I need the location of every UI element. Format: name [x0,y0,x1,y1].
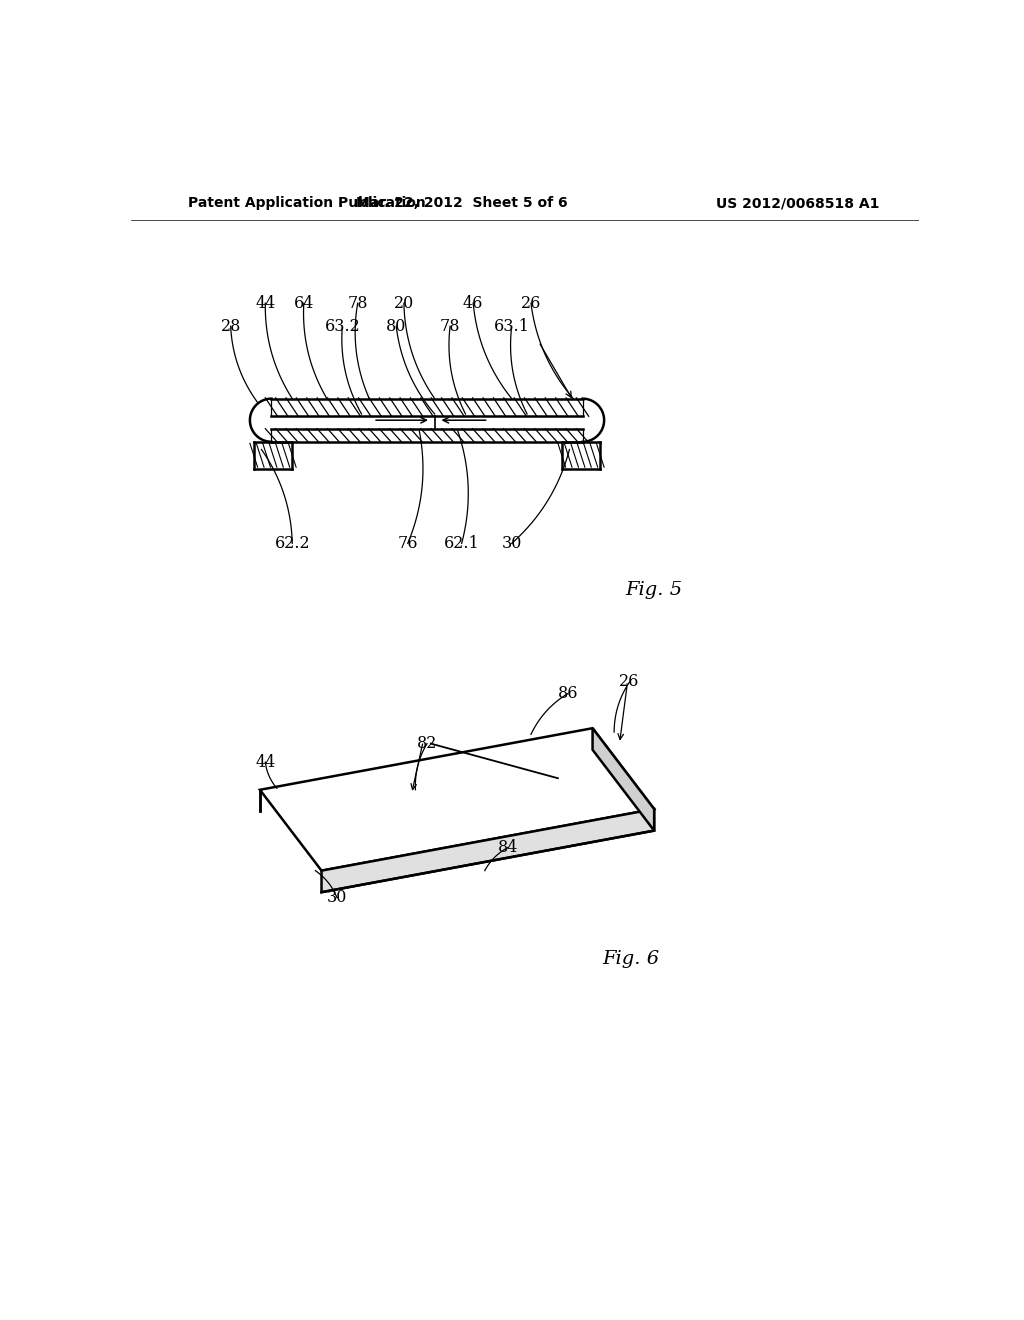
Text: Fig. 5: Fig. 5 [626,581,683,598]
Text: 82: 82 [417,735,437,752]
Text: 78: 78 [440,318,461,335]
Text: 44: 44 [255,294,275,312]
Text: Mar. 22, 2012  Sheet 5 of 6: Mar. 22, 2012 Sheet 5 of 6 [356,197,567,210]
Text: 62.2: 62.2 [274,535,310,552]
Polygon shape [593,729,654,830]
Text: 20: 20 [394,294,414,312]
Text: Patent Application Publication: Patent Application Publication [188,197,426,210]
Text: 64: 64 [294,294,314,312]
Text: 26: 26 [521,294,541,312]
Text: 30: 30 [327,890,347,906]
Text: 78: 78 [347,294,368,312]
Text: 28: 28 [220,318,241,335]
Polygon shape [260,729,654,871]
Text: 44: 44 [255,754,275,771]
Text: 80: 80 [386,318,407,335]
Polygon shape [322,809,654,892]
Text: Fig. 6: Fig. 6 [602,950,659,968]
Text: 63.2: 63.2 [325,318,360,335]
Text: 62.1: 62.1 [443,535,479,552]
Text: 46: 46 [463,294,483,312]
Text: 30: 30 [502,535,522,552]
Text: 26: 26 [620,673,640,690]
Text: 76: 76 [397,535,418,552]
Text: US 2012/0068518 A1: US 2012/0068518 A1 [716,197,880,210]
Text: 84: 84 [498,840,518,857]
Text: 63.1: 63.1 [494,318,529,335]
Text: 86: 86 [558,685,579,702]
